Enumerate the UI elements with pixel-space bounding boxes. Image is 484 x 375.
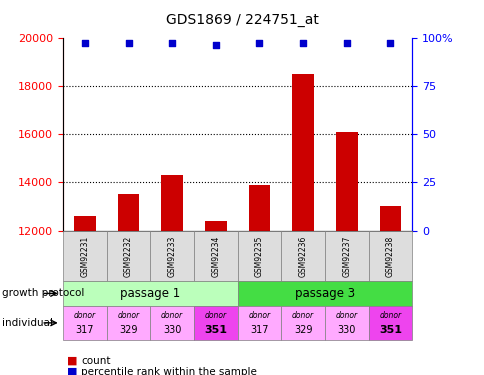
Text: donor: donor	[117, 312, 139, 321]
Text: GSM92235: GSM92235	[255, 235, 263, 277]
Text: GSM92233: GSM92233	[167, 235, 176, 277]
Point	[81, 40, 89, 46]
Bar	[74, 216, 95, 231]
Text: 317: 317	[250, 326, 268, 336]
Text: GSM92237: GSM92237	[342, 235, 350, 277]
Text: individual: individual	[2, 318, 53, 328]
Text: ■: ■	[67, 356, 77, 366]
Point	[255, 40, 263, 46]
Text: growth protocol: growth protocol	[2, 288, 85, 298]
Text: GSM92238: GSM92238	[385, 236, 394, 277]
Text: 317: 317	[76, 326, 94, 336]
Bar	[204, 221, 226, 231]
Bar	[378, 207, 400, 231]
Bar	[335, 132, 357, 231]
Point	[299, 40, 306, 46]
Text: GSM92232: GSM92232	[124, 236, 133, 277]
Text: GSM92234: GSM92234	[211, 235, 220, 277]
Text: 351: 351	[204, 326, 227, 336]
Text: donor: donor	[248, 312, 270, 321]
Text: percentile rank within the sample: percentile rank within the sample	[81, 367, 257, 375]
Text: 351: 351	[378, 326, 401, 336]
Text: donor: donor	[335, 312, 357, 321]
Text: GSM92231: GSM92231	[80, 236, 89, 277]
Bar	[248, 185, 270, 231]
Text: passage 1: passage 1	[120, 287, 180, 300]
Text: donor: donor	[204, 312, 227, 321]
Text: GSM92236: GSM92236	[298, 235, 307, 277]
Point	[386, 40, 393, 46]
Text: donor: donor	[291, 312, 314, 321]
Bar	[117, 194, 139, 231]
Text: 330: 330	[337, 326, 355, 336]
Text: donor: donor	[161, 312, 183, 321]
Text: passage 3: passage 3	[294, 287, 354, 300]
Point	[212, 42, 219, 48]
Text: donor: donor	[378, 312, 401, 321]
Text: donor: donor	[74, 312, 96, 321]
Text: GDS1869 / 224751_at: GDS1869 / 224751_at	[166, 13, 318, 27]
Point	[342, 40, 350, 46]
Point	[124, 40, 132, 46]
Bar	[291, 74, 313, 231]
Text: 329: 329	[119, 326, 137, 336]
Bar	[161, 175, 182, 231]
Text: 329: 329	[293, 326, 312, 336]
Text: count: count	[81, 356, 111, 366]
Point	[168, 40, 176, 46]
Text: 330: 330	[163, 326, 181, 336]
Text: ■: ■	[67, 367, 77, 375]
